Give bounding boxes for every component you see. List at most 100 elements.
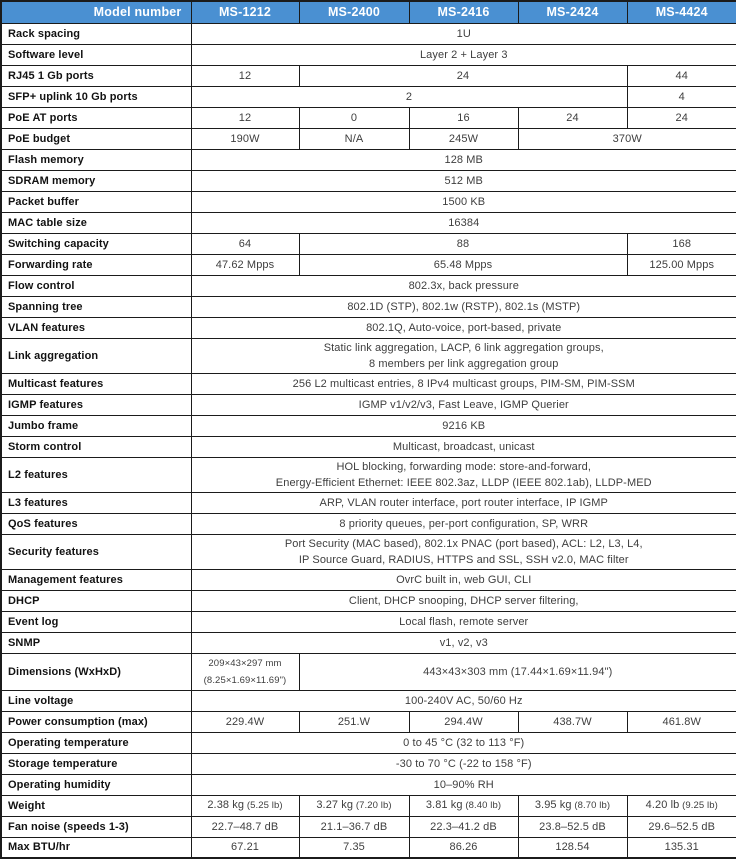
table-row: L2 features HOL blocking, forwarding mode… (0, 456, 736, 493)
table-row: PoE AT ports 12 0 16 24 24 (0, 106, 736, 129)
table-row: SNMP v1, v2, v3 (0, 631, 736, 654)
table-row: VLAN features 802.1Q, Auto-voice, port-ba… (0, 316, 736, 339)
table-row: Jumbo frame 9216 KB (0, 414, 736, 437)
table-row: Packet buffer 1500 KB (0, 190, 736, 213)
spec-cell: 370W (517, 127, 736, 150)
row-label: PoE budget (0, 127, 192, 150)
spec-cell: v1, v2, v3 (190, 631, 736, 654)
row-label: VLAN features (0, 316, 192, 339)
table-row: Power consumption (max) 229.4W 251.W 294.4W… (0, 710, 736, 733)
row-label: Management features (0, 568, 192, 591)
row-label: Power consumption (max) (0, 710, 192, 733)
spec-cell: 135.31 (626, 836, 736, 859)
spec-cell: 229.4W (190, 710, 300, 733)
spec-cell: IGMP v1/v2/v3, Fast Leave, IGMP Querier (190, 393, 736, 416)
row-label: Storage temperature (0, 752, 192, 775)
spec-cell: Port Security (MAC based), 802.1x PNAC (… (190, 533, 736, 570)
table-row: Software level Layer 2 + Layer 3 (0, 43, 736, 66)
spec-cell: 7.35 (298, 836, 410, 859)
spec-cell: 443×43×303 mm (17.44×1.69×11.94") (298, 652, 736, 691)
spec-cell: 251.W (298, 710, 410, 733)
row-label: MAC table size (0, 211, 192, 234)
spec-cell: 461.8W (626, 710, 736, 733)
spec-cell: 0 (298, 106, 410, 129)
row-label: Storm control (0, 435, 192, 458)
spec-cell: 128.54 (517, 836, 628, 859)
spec-cell: 802.1Q, Auto-voice, port-based, private (190, 316, 736, 339)
spec-cell: 0 to 45 °C (32 to 113 °F) (190, 731, 736, 754)
spec-cell: 64 (190, 232, 300, 255)
table-row: SDRAM memory 512 MB (0, 169, 736, 192)
row-label: Operating humidity (0, 773, 192, 796)
spec-cell: OvrC built in, web GUI, CLI (190, 568, 736, 591)
row-label: QoS features (0, 512, 192, 535)
spec-cell: 44 (626, 64, 736, 87)
row-label: Weight (0, 794, 192, 817)
spec-cell: N/A (298, 127, 410, 150)
spec-cell: 3.27 kg (7.20 lb) (298, 794, 410, 817)
spec-cell: 9216 KB (190, 414, 736, 437)
spec-cell: Layer 2 + Layer 3 (190, 43, 736, 66)
table-row: Storage temperature -30 to 70 °C (-22 to … (0, 752, 736, 775)
spec-cell: 802.3x, back pressure (190, 274, 736, 297)
spec-cell: 10–90% RH (190, 773, 736, 796)
table-row: Link aggregation Static link aggregation,… (0, 337, 736, 374)
spec-cell: 1U (190, 22, 736, 45)
row-label: Fan noise (speeds 1-3) (0, 815, 192, 838)
spec-cell: 8 priority queues, per-port configuratio… (190, 512, 736, 535)
table-row: Storm control Multicast, broadcast, unica… (0, 435, 736, 458)
spec-cell: 245W (408, 127, 519, 150)
spec-cell: 22.3–41.2 dB (408, 815, 519, 838)
table-row: Flash memory 128 MB (0, 148, 736, 171)
spec-cell: 802.1D (STP), 802.1w (RSTP), 802.1s (MST… (190, 295, 736, 318)
table-row: QoS features 8 priority queues, per-port … (0, 512, 736, 535)
spec-cell: 23.8–52.5 dB (517, 815, 628, 838)
row-label: Jumbo frame (0, 414, 192, 437)
table-row: Line voltage 100-240V AC, 50/60 Hz (0, 689, 736, 712)
row-label: DHCP (0, 589, 192, 612)
spec-cell: 1500 KB (190, 190, 736, 213)
table-row: L3 features ARP, VLAN router interface, p… (0, 491, 736, 514)
spec-cell: 47.62 Mpps (190, 253, 300, 276)
spec-cell: 16384 (190, 211, 736, 234)
spec-cell: 3.81 kg (8.40 lb) (408, 794, 519, 817)
spec-cell: 16 (408, 106, 519, 129)
table-row: Fan noise (speeds 1-3) 22.7–48.7 dB 21.1–3… (0, 815, 736, 838)
table-row: Switching capacity 64 88 168 (0, 232, 736, 255)
spec-cell: 86.26 (408, 836, 519, 859)
header-model-number-label: Model number (0, 0, 192, 24)
header-model-ms-2416: MS-2416 (408, 0, 519, 24)
spec-cell: 209×43×297 mm (8.25×1.69×11.69") (190, 652, 300, 691)
spec-cell: 294.4W (408, 710, 519, 733)
table-row: Max BTU/hr 67.21 7.35 86.26 128.54 135.31 (0, 836, 736, 859)
row-label: PoE AT ports (0, 106, 192, 129)
row-label: Multicast features (0, 372, 192, 395)
spec-cell: Multicast, broadcast, unicast (190, 435, 736, 458)
spec-cell: 512 MB (190, 169, 736, 192)
spec-cell: 24 (517, 106, 628, 129)
spec-cell: Static link aggregation, LACP, 6 link ag… (190, 337, 736, 374)
spec-cell: 65.48 Mpps (298, 253, 628, 276)
table-row: SFP+ uplink 10 Gb ports 2 4 (0, 85, 736, 108)
spec-cell: Client, DHCP snooping, DHCP server filte… (190, 589, 736, 612)
row-label: SFP+ uplink 10 Gb ports (0, 85, 192, 108)
row-label: Event log (0, 610, 192, 633)
spec-cell: 125.00 Mpps (626, 253, 736, 276)
table-row: Event log Local flash, remote server (0, 610, 736, 633)
row-label: Flow control (0, 274, 192, 297)
spec-cell: 24 (298, 64, 628, 87)
spec-cell: 168 (626, 232, 736, 255)
table-row: Flow control 802.3x, back pressure (0, 274, 736, 297)
table-row: Dimensions (WxHxD) 209×43×297 mm (8.25×1.6… (0, 652, 736, 691)
row-label: L2 features (0, 456, 192, 493)
row-label: L3 features (0, 491, 192, 514)
spec-cell: 12 (190, 106, 300, 129)
row-label: Line voltage (0, 689, 192, 712)
table-row: IGMP features IGMP v1/v2/v3, Fast Leave, … (0, 393, 736, 416)
table-row: Rack spacing 1U (0, 22, 736, 45)
table-row: Security features Port Security (MAC base… (0, 533, 736, 570)
row-label: Max BTU/hr (0, 836, 192, 859)
row-label: Switching capacity (0, 232, 192, 255)
table-body: Rack spacing 1U Software level Layer 2 + La… (0, 22, 736, 859)
header-model-ms-4424: MS-4424 (626, 0, 736, 24)
